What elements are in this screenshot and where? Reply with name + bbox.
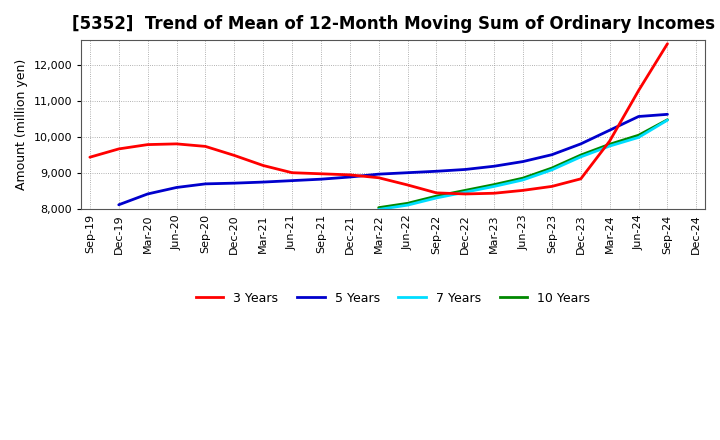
Legend: 3 Years, 5 Years, 7 Years, 10 Years: 3 Years, 5 Years, 7 Years, 10 Years [191, 287, 595, 310]
Title: [5352]  Trend of Mean of 12-Month Moving Sum of Ordinary Incomes: [5352] Trend of Mean of 12-Month Moving … [71, 15, 715, 33]
Y-axis label: Amount (million yen): Amount (million yen) [15, 59, 28, 191]
